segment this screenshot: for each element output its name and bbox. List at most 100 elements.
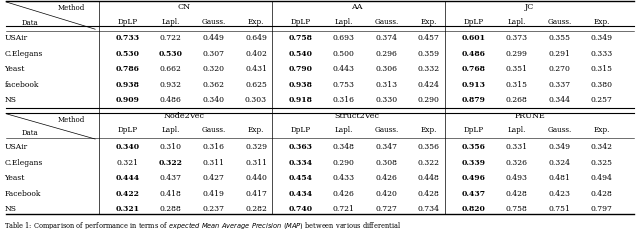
Text: 0.321: 0.321 <box>116 205 140 213</box>
Text: 0.753: 0.753 <box>333 81 355 89</box>
Text: 0.402: 0.402 <box>245 50 267 58</box>
Text: 0.601: 0.601 <box>461 34 486 42</box>
Text: 0.340: 0.340 <box>203 96 225 104</box>
Text: Gauss.: Gauss. <box>374 126 399 134</box>
Text: Gauss.: Gauss. <box>202 126 226 134</box>
Text: 0.344: 0.344 <box>548 96 570 104</box>
Text: 0.290: 0.290 <box>333 159 355 166</box>
Text: DpLP: DpLP <box>118 18 138 26</box>
Text: 0.355: 0.355 <box>548 34 570 42</box>
Text: 0.359: 0.359 <box>418 50 440 58</box>
Text: 0.448: 0.448 <box>418 174 440 182</box>
Text: 0.356: 0.356 <box>461 143 486 151</box>
Text: 0.449: 0.449 <box>203 34 225 42</box>
Text: 0.320: 0.320 <box>203 65 225 73</box>
Text: 0.938: 0.938 <box>116 81 140 89</box>
Text: 0.282: 0.282 <box>245 205 267 213</box>
Text: 0.313: 0.313 <box>376 81 397 89</box>
Text: NS: NS <box>4 96 17 104</box>
Text: 0.530: 0.530 <box>159 50 183 58</box>
Text: 0.356: 0.356 <box>418 143 440 151</box>
Text: Facebook: Facebook <box>4 190 41 198</box>
Text: 0.417: 0.417 <box>245 190 267 198</box>
Text: 0.268: 0.268 <box>506 96 527 104</box>
Text: 0.303: 0.303 <box>245 96 267 104</box>
Text: 0.427: 0.427 <box>203 174 225 182</box>
Text: 0.426: 0.426 <box>376 174 397 182</box>
Text: 0.433: 0.433 <box>333 174 355 182</box>
Text: 0.332: 0.332 <box>418 65 440 73</box>
Text: 0.481: 0.481 <box>548 174 570 182</box>
Text: USAir: USAir <box>4 143 28 151</box>
Text: 0.424: 0.424 <box>418 81 440 89</box>
Text: 0.420: 0.420 <box>376 190 397 198</box>
Text: 0.257: 0.257 <box>591 96 612 104</box>
Text: 0.349: 0.349 <box>548 143 570 151</box>
Text: 0.316: 0.316 <box>333 96 355 104</box>
Text: Lapl.: Lapl. <box>162 126 180 134</box>
Text: Exp.: Exp. <box>248 126 264 134</box>
Text: 0.443: 0.443 <box>333 65 355 73</box>
Text: 0.237: 0.237 <box>203 205 225 213</box>
Text: 0.786: 0.786 <box>116 65 140 73</box>
Text: 0.734: 0.734 <box>418 205 440 213</box>
Text: 0.423: 0.423 <box>548 190 570 198</box>
Text: 0.540: 0.540 <box>289 50 313 58</box>
Text: 0.437: 0.437 <box>160 174 182 182</box>
Text: Gauss.: Gauss. <box>374 18 399 26</box>
Text: 0.333: 0.333 <box>591 50 612 58</box>
Text: 0.758: 0.758 <box>289 34 313 42</box>
Text: 0.288: 0.288 <box>160 205 182 213</box>
Text: Data: Data <box>21 19 38 27</box>
Text: 0.751: 0.751 <box>548 205 570 213</box>
Text: 0.500: 0.500 <box>333 50 355 58</box>
Text: 0.494: 0.494 <box>591 174 612 182</box>
Text: Yeast: Yeast <box>4 65 25 73</box>
Text: 0.932: 0.932 <box>160 81 182 89</box>
Text: 0.380: 0.380 <box>591 81 612 89</box>
Text: 0.790: 0.790 <box>289 65 313 73</box>
Text: 0.322: 0.322 <box>159 159 183 166</box>
Text: 0.428: 0.428 <box>506 190 527 198</box>
Text: 0.330: 0.330 <box>376 96 397 104</box>
Text: C.Elegans: C.Elegans <box>4 50 43 58</box>
Text: 0.820: 0.820 <box>461 205 486 213</box>
Text: Exp.: Exp. <box>420 18 437 26</box>
Text: 0.909: 0.909 <box>116 96 140 104</box>
Text: 0.363: 0.363 <box>289 143 313 151</box>
Text: Lapl.: Lapl. <box>335 18 353 26</box>
Text: 0.311: 0.311 <box>245 159 267 166</box>
Text: 0.918: 0.918 <box>289 96 313 104</box>
Text: JC: JC <box>525 3 534 11</box>
Text: 0.530: 0.530 <box>116 50 140 58</box>
Text: 0.329: 0.329 <box>245 143 267 151</box>
Text: 0.693: 0.693 <box>333 34 355 42</box>
Text: Lapl.: Lapl. <box>162 18 180 26</box>
Text: 0.337: 0.337 <box>548 81 570 89</box>
Text: 0.426: 0.426 <box>333 190 355 198</box>
Text: 0.486: 0.486 <box>461 50 486 58</box>
Text: DpLP: DpLP <box>463 126 484 134</box>
Text: C.Elegans: C.Elegans <box>4 159 43 166</box>
Text: 0.308: 0.308 <box>376 159 397 166</box>
Text: 0.431: 0.431 <box>245 65 267 73</box>
Text: 0.321: 0.321 <box>117 159 139 166</box>
Text: 0.322: 0.322 <box>418 159 440 166</box>
Text: 0.722: 0.722 <box>160 34 182 42</box>
Text: 0.270: 0.270 <box>548 65 570 73</box>
Text: 0.721: 0.721 <box>333 205 355 213</box>
Text: 0.457: 0.457 <box>418 34 440 42</box>
Text: 0.444: 0.444 <box>116 174 140 182</box>
Text: 0.326: 0.326 <box>506 159 527 166</box>
Text: Lapl.: Lapl. <box>335 126 353 134</box>
Text: 0.296: 0.296 <box>376 50 397 58</box>
Text: DpLP: DpLP <box>291 126 311 134</box>
Text: 0.879: 0.879 <box>461 96 486 104</box>
Text: Node2Vec: Node2Vec <box>163 112 205 120</box>
Text: DpLP: DpLP <box>291 18 311 26</box>
Text: 0.307: 0.307 <box>203 50 225 58</box>
Text: 0.938: 0.938 <box>289 81 313 89</box>
Text: 0.418: 0.418 <box>160 190 182 198</box>
Text: 0.419: 0.419 <box>203 190 225 198</box>
Text: PRUNE: PRUNE <box>514 112 545 120</box>
